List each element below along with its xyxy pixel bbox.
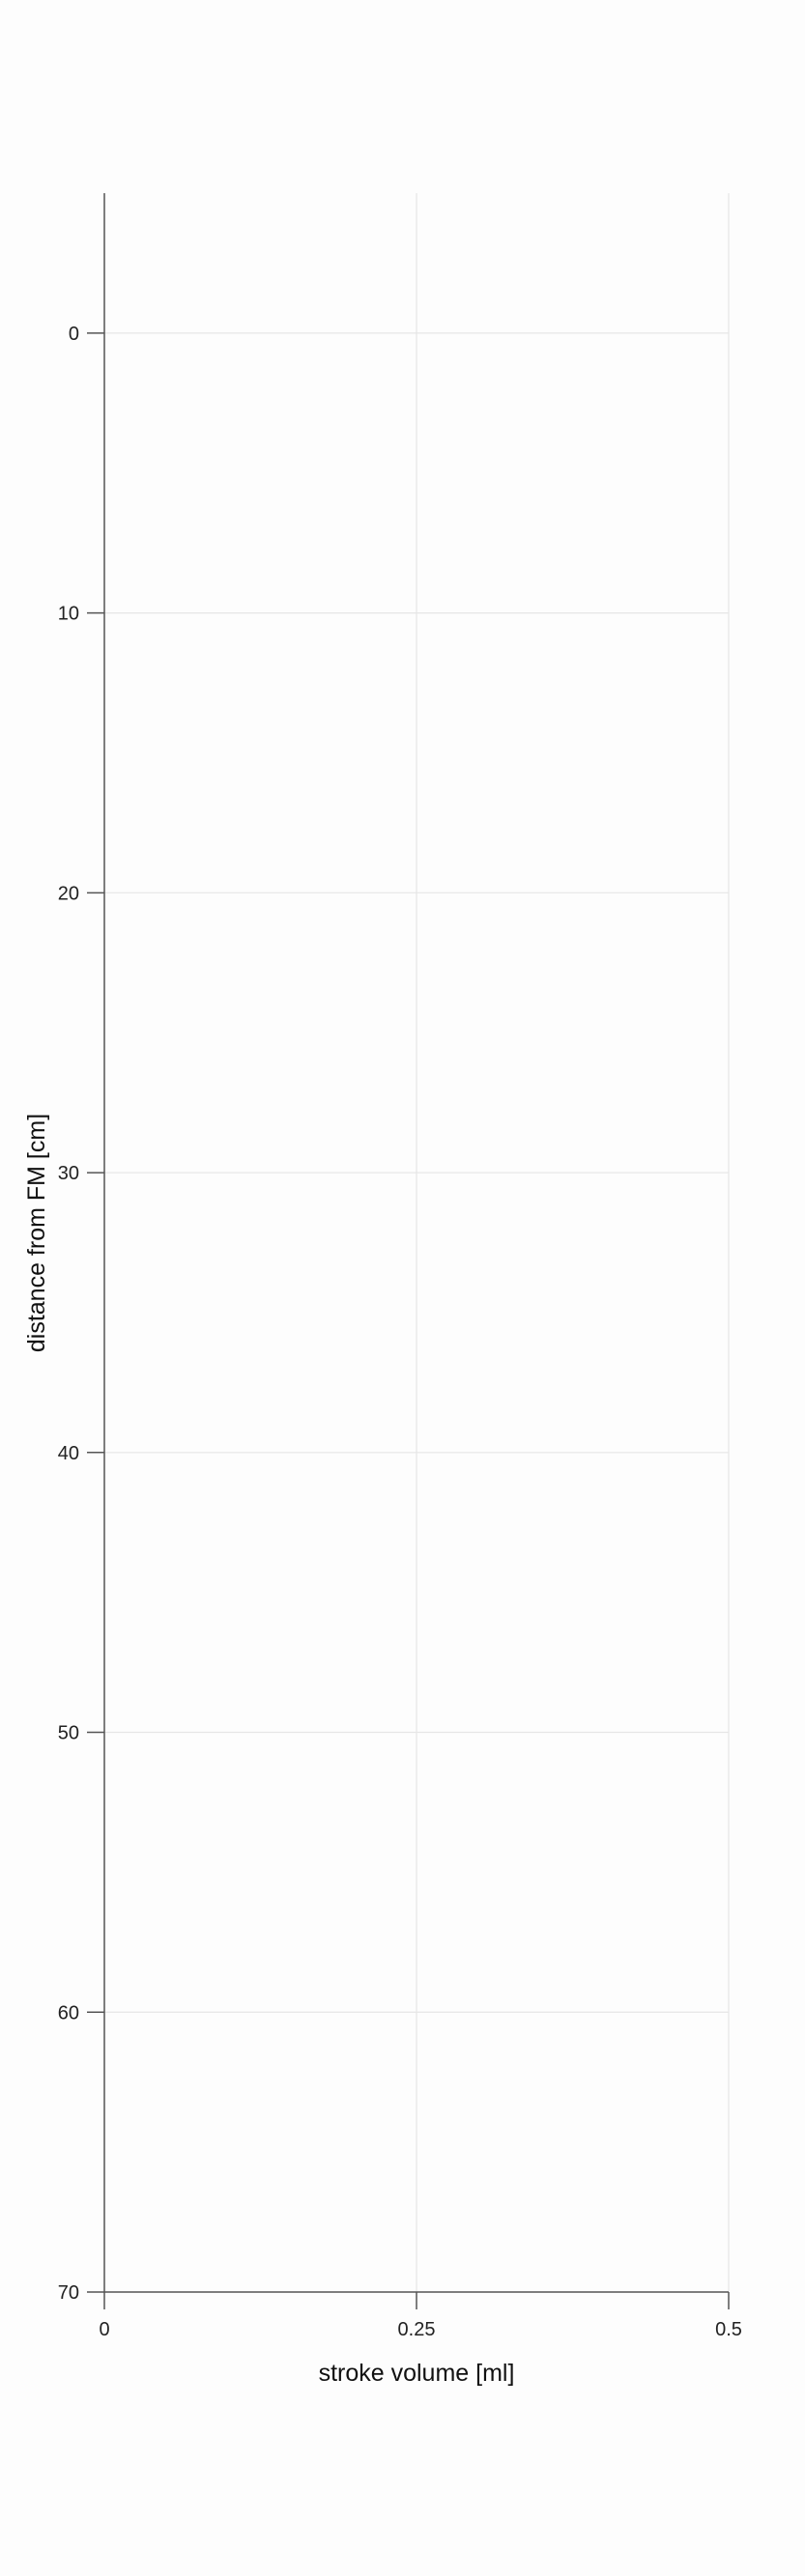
grid bbox=[104, 193, 730, 2292]
y-tick-label: 30 bbox=[58, 1163, 79, 1184]
y-tick-label: 20 bbox=[58, 883, 79, 904]
y-ticks: 0 10 20 30 40 50 60 70 bbox=[58, 324, 104, 2304]
y-tick-label: 50 bbox=[58, 1723, 79, 1744]
x-tick-label: 0 bbox=[99, 2319, 109, 2340]
x-axis-title: stroke volume [ml] bbox=[319, 2360, 515, 2387]
y-tick-label: 60 bbox=[58, 2002, 79, 2024]
y-tick-label: 0 bbox=[69, 324, 79, 345]
x-tick-label: 0.5 bbox=[715, 2319, 742, 2340]
y-tick-label: 70 bbox=[58, 2282, 79, 2304]
x-ticks: 0 0.25 0.5 bbox=[99, 2292, 742, 2340]
y-tick-label: 40 bbox=[58, 1443, 79, 1464]
y-tick-label: 10 bbox=[58, 604, 79, 625]
y-axis-title: distance from FM [cm] bbox=[23, 1114, 50, 1352]
x-tick-label: 0.25 bbox=[398, 2319, 436, 2340]
